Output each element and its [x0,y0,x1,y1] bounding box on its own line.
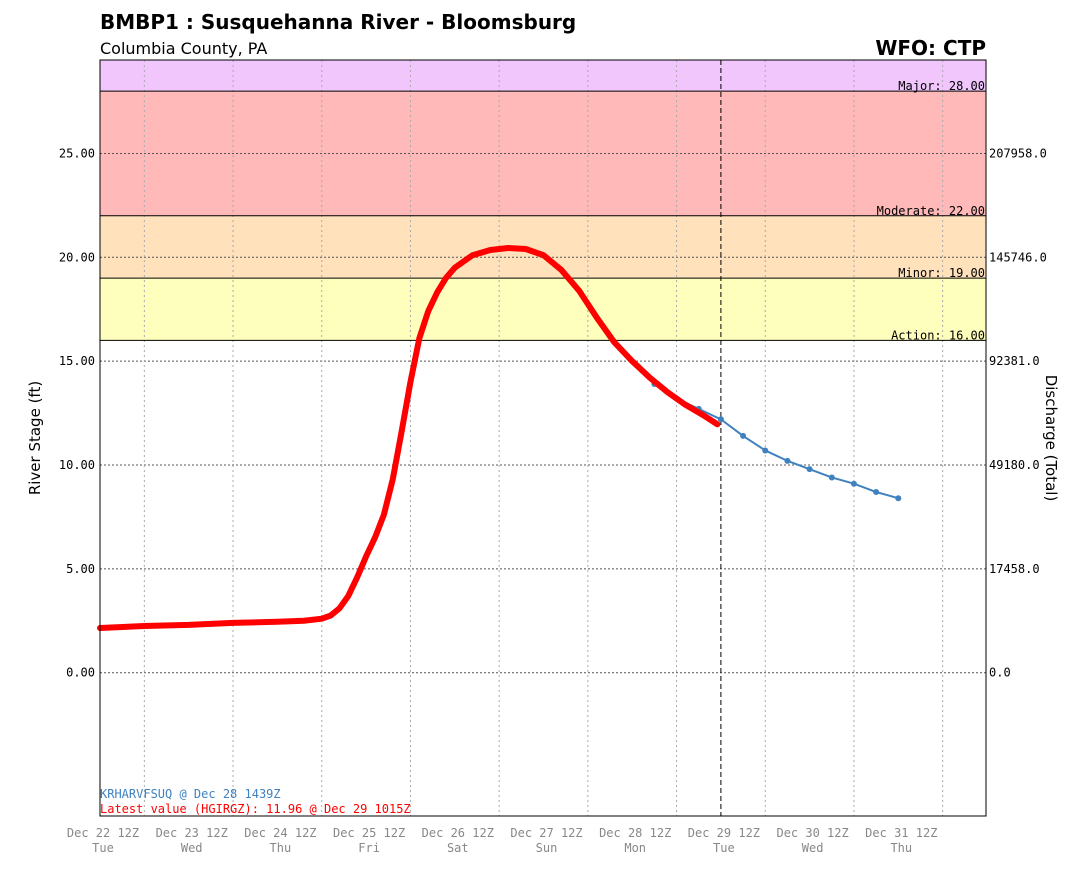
band-minor [100,215,986,279]
forecast-point [717,416,724,423]
x-tick-weekday: Tue [92,841,114,855]
observed-line [97,244,721,632]
forecast-point [850,480,857,487]
y-tick-label: 10.00 [59,458,95,472]
band-major [100,60,986,92]
y2-tick-label: 49180.0 [989,458,1040,472]
y2-tick-label: 207958.0 [989,146,1047,160]
y-tick-label: 0.00 [66,666,95,680]
x-tick-label: Dec 24 12Z [244,826,316,840]
y2-tick-label: 17458.0 [989,562,1040,576]
x-tick-weekday: Tue [713,841,735,855]
forecast-point [740,432,747,439]
x-tick-label: Dec 28 12Z [599,826,671,840]
x-tick-label: Dec 25 12Z [333,826,405,840]
forecast-point [762,447,769,454]
forecast-line [653,383,899,500]
forecast-point [895,495,902,502]
grid-lines [100,60,986,816]
x-tick-weekday: Sun [536,841,558,855]
forecast-point [873,489,880,495]
y2-axis-title: Discharge (Total) [1042,375,1060,502]
band-action [100,278,986,341]
x-tick-label: Dec 31 12Z [865,826,937,840]
threshold-label-major: Major: 28.00 [898,79,985,93]
threshold-label-minor: Minor: 19.00 [898,266,985,280]
x-tick-label: Dec 22 12Z [67,826,139,840]
y-axis-title: River Stage (ft) [26,381,44,495]
y2-tick-label: 0.0 [989,666,1011,680]
band-moderate [100,91,986,216]
x-tick-label: Dec 23 12Z [156,826,228,840]
y2-tick-label: 145746.0 [989,250,1047,264]
forecast-issued-note: KRHARVFSUQ @ Dec 28 1439Z [100,787,281,801]
forecast-point [828,474,835,481]
x-tick-weekday: Sat [447,841,469,855]
plot-frame [99,59,987,817]
y-tick-label: 5.00 [66,562,95,576]
threshold-label-action: Action: 16.00 [891,328,985,342]
x-tick-weekday: Thu [270,841,292,855]
threshold-label-moderate: Moderate: 22.00 [877,204,985,218]
forecast-point [784,457,791,464]
x-tick-weekday: Wed [181,841,203,855]
x-tick-label: Dec 29 12Z [688,826,760,840]
forecast-series [651,381,902,502]
y-tick-label: 15.00 [59,354,95,368]
y2-tick-label: 92381.0 [989,354,1040,368]
x-tick-label: Dec 26 12Z [422,826,494,840]
chart-subtitle: Columbia County, PA [100,39,268,58]
y-tick-label: 25.00 [59,146,95,160]
flood-threshold-lines: Major: 28.00 Moderate: 22.00 Minor: 19.00 A… [100,79,986,342]
wfo-label: WFO: CTP [875,36,986,60]
y2-axis-tick-labels: 0.0 17458.0 49180.0 92381.0 145746.0 207958.0 [989,146,1047,679]
flood-category-bands [100,60,986,341]
y-tick-label: 20.00 [59,250,95,264]
latest-value-note: Latest value (HGIRGZ): 11.96 @ Dec 29 10… [100,802,411,816]
y-axis-tick-labels: 0.00 5.00 10.00 15.00 20.00 25.00 [59,146,95,679]
x-tick-weekday: Fri [358,841,380,855]
forecast-point [806,466,813,473]
x-tick-weekday: Mon [624,841,646,855]
x-tick-weekday: Wed [802,841,824,855]
chart-title: BMBP1 : Susquehanna River - Bloomsburg [100,10,577,34]
x-tick-label: Dec 27 12Z [510,826,582,840]
axis-titles: River Stage (ft) Discharge (Total) [26,375,1060,502]
x-tick-weekday: Thu [890,841,912,855]
x-tick-label: Dec 30 12Z [776,826,848,840]
observed-series [97,244,721,632]
